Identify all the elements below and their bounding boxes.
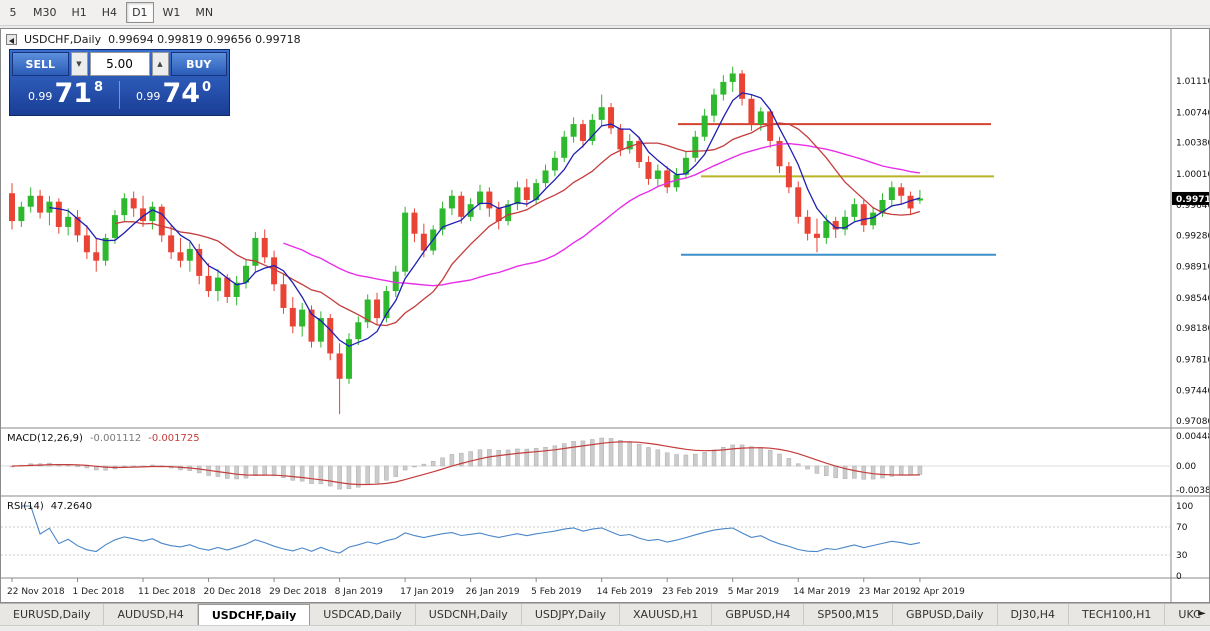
- chart-collapse-icon[interactable]: [6, 34, 17, 45]
- tab-usdcnh-daily[interactable]: USDCNH,Daily: [416, 604, 522, 625]
- tab-usdchf-daily[interactable]: USDCHF,Daily: [197, 604, 311, 625]
- macd-histogram: [9, 437, 923, 490]
- macd-label-row: MACD(12,26,9) -0.001112 -0.001725: [7, 433, 200, 444]
- timeframe-button-m30[interactable]: M30: [33, 6, 57, 19]
- tab-audusd-h4[interactable]: AUDUSD,H4: [104, 604, 198, 625]
- macd-label: MACD(12,26,9): [7, 433, 83, 444]
- tab-ukc[interactable]: UKC: [1165, 604, 1210, 625]
- tab-sp500-m15[interactable]: SP500,M15: [804, 604, 893, 625]
- tab-usdjpy-daily[interactable]: USDJPY,Daily: [522, 604, 621, 625]
- svg-text:0.004487: 0.004487: [1176, 432, 1209, 442]
- tab-gbpusd-daily[interactable]: GBPUSD,Daily: [893, 604, 998, 625]
- volume-input[interactable]: 5.00: [89, 52, 150, 76]
- svg-text:20 Dec 2018: 20 Dec 2018: [204, 587, 262, 597]
- rsi-label-row: RSI(14) 47.2640: [7, 501, 92, 512]
- svg-text:23 Mar 2019: 23 Mar 2019: [859, 587, 916, 597]
- chart-tabs: EURUSD,Daily AUDUSD,H4 USDCHF,Daily USDCAD,…: [0, 603, 1210, 625]
- rsi-label: RSI(14): [7, 501, 44, 512]
- svg-text:0.00: 0.00: [1176, 462, 1196, 472]
- timeframe-button-h4[interactable]: H4: [101, 6, 118, 19]
- svg-text:-0.003883: -0.003883: [1176, 486, 1209, 496]
- sell-price-display[interactable]: 0.99 71 8: [12, 80, 119, 110]
- svg-text:14 Feb 2019: 14 Feb 2019: [597, 587, 653, 597]
- price-chart[interactable]: 1.011101.007401.003801.000100.996400.992…: [1, 29, 1209, 602]
- sell-price-prefix: 0.99: [27, 89, 53, 103]
- svg-text:14 Mar 2019: 14 Mar 2019: [793, 587, 850, 597]
- sell-price-big: 71: [54, 77, 93, 109]
- sell-price-sup: 8: [94, 79, 104, 95]
- tab-usdcad-daily[interactable]: USDCAD,Daily: [310, 604, 416, 625]
- svg-text:23 Feb 2019: 23 Feb 2019: [662, 587, 718, 597]
- price-divider: [119, 80, 120, 109]
- svg-text:5 Feb 2019: 5 Feb 2019: [531, 587, 582, 597]
- svg-text:29 Dec 2018: 29 Dec 2018: [269, 587, 327, 597]
- svg-text:17 Jan 2019: 17 Jan 2019: [400, 587, 454, 597]
- chart-symbol-label: USDCHF,Daily: [24, 33, 102, 46]
- svg-text:1.01110: 1.01110: [1176, 77, 1209, 87]
- svg-text:1.00740: 1.00740: [1176, 108, 1209, 118]
- svg-text:8 Jan 2019: 8 Jan 2019: [335, 587, 383, 597]
- macd-main-value: -0.001112: [89, 433, 142, 444]
- tab-xauusd-h1[interactable]: XAUUSD,H1: [620, 604, 713, 625]
- chart-title: USDCHF,Daily 0.99694 0.99819 0.99656 0.9…: [6, 33, 301, 46]
- svg-text:70: 70: [1176, 523, 1188, 533]
- macd-signal-line: [11, 441, 920, 486]
- tab-gbpusd-h4[interactable]: GBPUSD,H4: [712, 604, 805, 625]
- buy-button[interactable]: BUY: [170, 52, 227, 76]
- rsi-value: 47.2640: [50, 501, 93, 512]
- svg-text:1.00380: 1.00380: [1176, 139, 1209, 149]
- ma-mid-line: [114, 122, 921, 327]
- timeframe-button-w1[interactable]: W1: [162, 6, 181, 19]
- svg-text:22 Nov 2018: 22 Nov 2018: [7, 587, 65, 597]
- svg-text:11 Dec 2018: 11 Dec 2018: [138, 587, 196, 597]
- chart-ohlc-values: 0.99694 0.99819 0.99656 0.99718: [108, 33, 301, 46]
- buy-price-sup: 0: [202, 79, 212, 95]
- volume-down-button[interactable]: ▼: [70, 52, 88, 76]
- volume-up-button[interactable]: ▲: [151, 52, 169, 76]
- svg-text:2 Apr 2019: 2 Apr 2019: [915, 587, 965, 597]
- svg-text:5 Mar 2019: 5 Mar 2019: [728, 587, 780, 597]
- buy-price-display[interactable]: 0.99 74 0: [120, 80, 227, 110]
- tab-scroll-right-button[interactable]: ►: [1198, 608, 1206, 619]
- timeframe-button-mn[interactable]: MN: [195, 6, 214, 19]
- svg-text:0: 0: [1176, 572, 1182, 582]
- svg-text:30: 30: [1176, 551, 1188, 561]
- sell-button[interactable]: SELL: [12, 52, 69, 76]
- svg-text:0.99718: 0.99718: [1176, 195, 1209, 205]
- macd-signal-value: -0.001725: [148, 433, 200, 444]
- timeframe-button-5[interactable]: 5: [9, 6, 17, 19]
- timeframe-toolbar: 5 M30 H1 H4 D1 W1 MN: [0, 0, 1210, 26]
- buy-price-prefix: 0.99: [135, 89, 161, 103]
- rsi-line: [21, 505, 921, 554]
- tab-tech100-h1[interactable]: TECH100,H1: [1069, 604, 1166, 625]
- chart-window: 1.011101.007401.003801.000100.996400.992…: [0, 28, 1210, 603]
- svg-text:26 Jan 2019: 26 Jan 2019: [466, 587, 520, 597]
- svg-text:100: 100: [1176, 502, 1193, 512]
- ma-slow-line: [283, 142, 920, 287]
- ma-fast-line: [49, 92, 921, 347]
- status-bar: [0, 625, 1210, 631]
- buy-price-big: 74: [162, 77, 201, 109]
- timeframe-button-h1[interactable]: H1: [71, 6, 87, 19]
- current-price-tag: [1172, 191, 1209, 205]
- timeframe-button-d1[interactable]: D1: [126, 2, 154, 23]
- tab-dj30-h4[interactable]: DJ30,H4: [998, 604, 1070, 625]
- svg-text:1 Dec 2018: 1 Dec 2018: [73, 587, 125, 597]
- one-click-trade-panel: SELL ▼ 5.00 ▲ BUY 0.99 71 8 0.99 74 0: [9, 49, 230, 116]
- tab-eurusd-daily[interactable]: EURUSD,Daily: [0, 604, 105, 625]
- candles-layer: [9, 66, 923, 415]
